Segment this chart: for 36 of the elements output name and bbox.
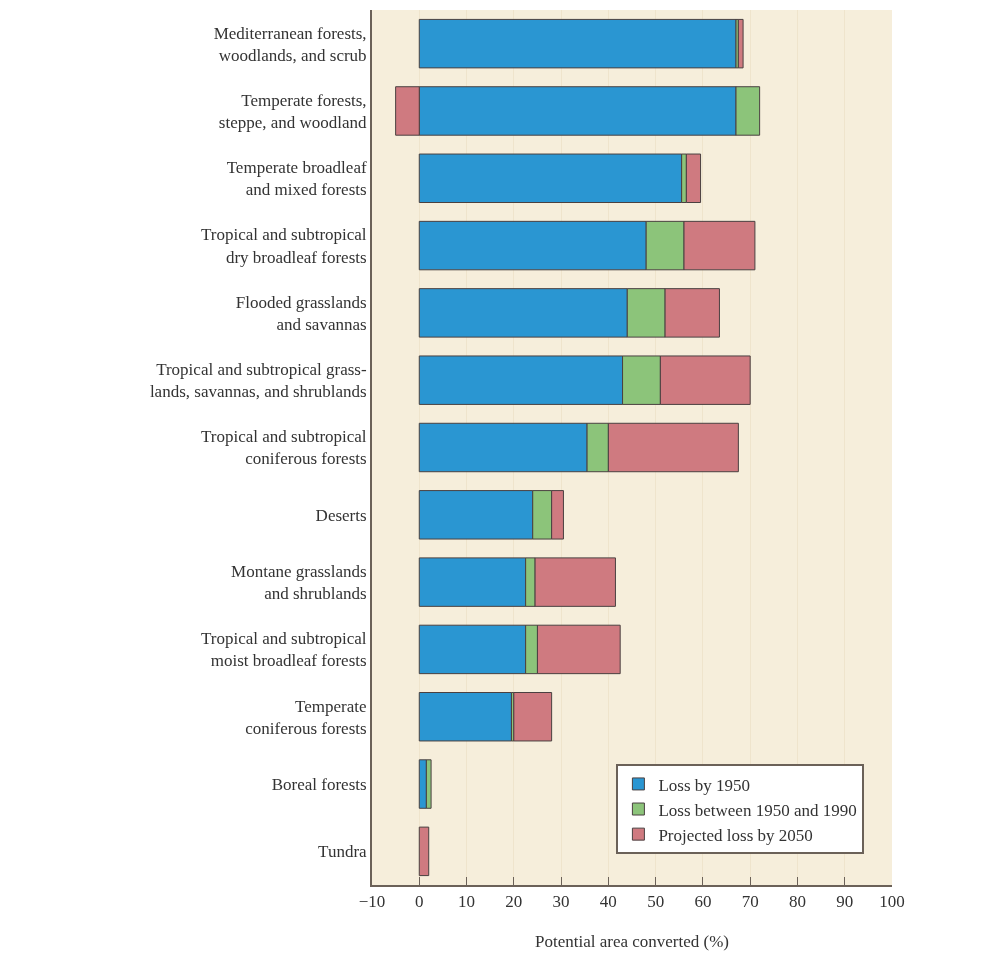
bar <box>418 153 683 203</box>
x-tick-label: 100 <box>879 892 905 912</box>
x-tick-label: 30 <box>552 892 570 912</box>
y-tick-label: Tropical and subtropical grass- lands, savannas, and shrublands <box>149 360 367 402</box>
bar <box>513 692 553 742</box>
bar <box>685 153 702 203</box>
x-tick-label: 80 <box>788 892 806 912</box>
y-tick-label: Tropical and subtropical coniferous forests <box>201 427 367 469</box>
x-tick-label: 60 <box>694 892 712 912</box>
bar <box>418 18 737 69</box>
x-tick-label: 90 <box>836 892 854 912</box>
x-tick-label: −10 <box>358 892 386 912</box>
y-tick-label: Tropical and subtropical dry broadleaf forests <box>201 225 367 267</box>
legend-label: Loss by 1950 <box>658 775 751 795</box>
x-tick-label: 20 <box>505 892 523 912</box>
x-tick-label: 0 <box>415 892 424 912</box>
x-tick-label: 50 <box>647 892 665 912</box>
legend-label: Projected loss by 2050 <box>658 825 813 845</box>
bar <box>418 826 430 877</box>
bar <box>418 692 512 742</box>
x-axis-title: Potential area converted (%) <box>535 932 729 951</box>
y-tick-label: Flooded grasslands and savannas <box>235 292 367 334</box>
y-tick-label: Temperate forests, steppe, and woodland <box>218 90 368 132</box>
y-tick-label: Boreal forests <box>271 774 367 794</box>
legend-label: Loss between 1950 and 1990 <box>658 800 857 820</box>
x-tick-label: 40 <box>599 892 617 912</box>
y-tick-label: Tundra <box>318 842 368 862</box>
x-tick-label: 70 <box>741 892 759 912</box>
y-tick-label: Mediterranean forests, woodlands, and scrub <box>213 23 367 65</box>
y-tick-label: Deserts <box>315 505 367 525</box>
y-tick-label: Temperate coniferous forests <box>245 696 367 738</box>
bar <box>737 18 744 69</box>
y-tick-label: Tropical and subtropical moist broadleaf forests <box>201 629 367 671</box>
y-tick-label: Temperate broadleaf and mixed forests <box>226 158 367 200</box>
x-tick-label: 10 <box>458 892 476 912</box>
y-tick-label: Montane grasslands and shrublands <box>231 562 367 604</box>
